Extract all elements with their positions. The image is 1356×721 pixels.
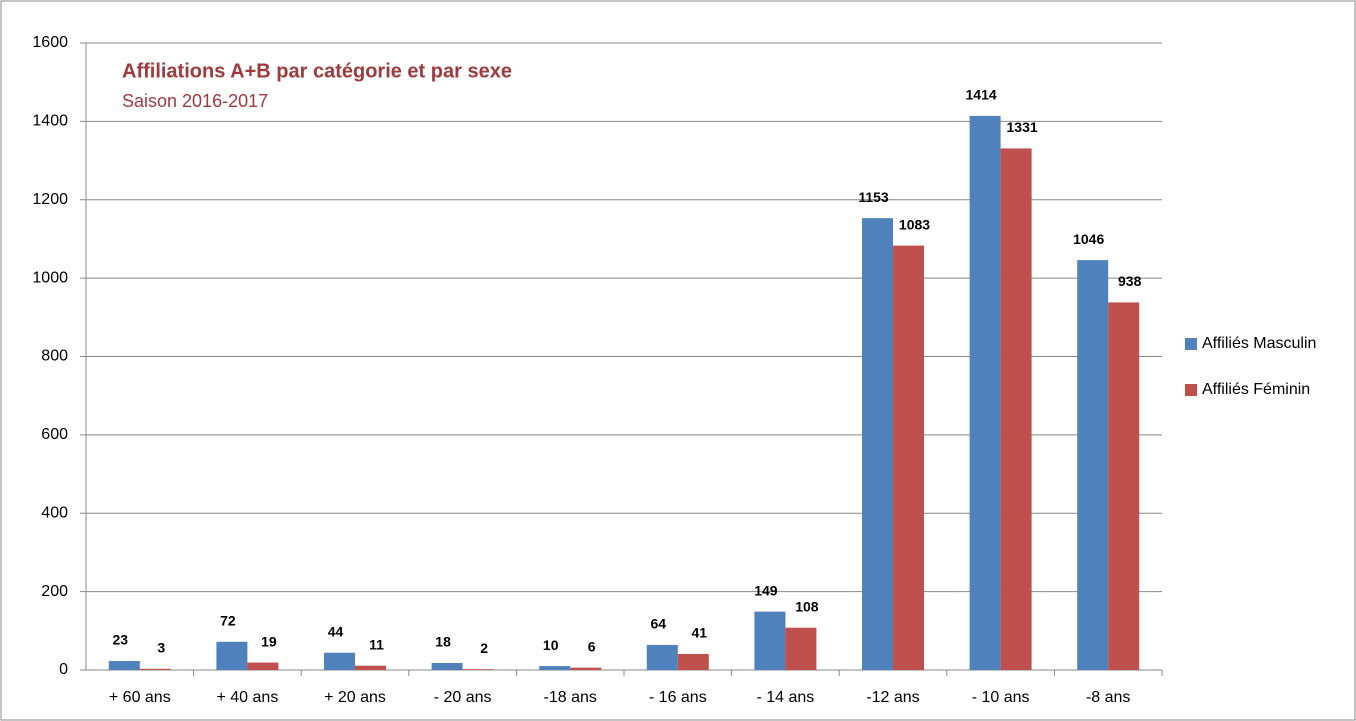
x-tick-label: -12 ans [866, 689, 919, 706]
x-tick-label: + 60 ans [109, 689, 171, 706]
legend-label: Affiliés Masculin [1202, 335, 1316, 352]
bar [462, 669, 494, 670]
bar [539, 666, 571, 670]
bar [677, 653, 709, 670]
value-label: 1083 [899, 216, 930, 232]
y-tick-label: 0 [59, 661, 68, 678]
bar [893, 245, 924, 671]
x-tick-label: -18 ans [544, 689, 597, 706]
bar [216, 641, 248, 670]
y-tick-label: 600 [41, 426, 68, 443]
legend-swatch [1185, 338, 1197, 350]
chart-subtitle: Saison 2016-2017 [122, 91, 268, 111]
value-label: 938 [1118, 273, 1142, 289]
bar [969, 115, 1001, 671]
bar [1108, 302, 1140, 670]
value-label: 1046 [1073, 231, 1104, 247]
x-tick-label: + 20 ans [324, 689, 386, 706]
value-label: 1331 [1007, 119, 1038, 135]
bar [570, 667, 602, 670]
bar [1000, 148, 1032, 670]
y-tick-label: 400 [41, 504, 68, 521]
value-label: 19 [261, 633, 277, 649]
value-label: 72 [220, 612, 236, 628]
legend-swatch [1185, 384, 1197, 396]
value-label: 18 [435, 634, 451, 650]
value-label: 11 [369, 636, 384, 652]
bar [355, 665, 386, 670]
y-tick-label: 800 [41, 348, 68, 365]
value-label: 108 [795, 598, 819, 614]
bar [139, 668, 171, 670]
y-tick-label: 200 [41, 583, 68, 600]
chart-title: Affiliations A+B par catégorie et par se… [122, 60, 512, 82]
bar [862, 218, 893, 670]
value-label: 1414 [966, 87, 997, 103]
value-label: 6 [588, 638, 596, 654]
value-label: 10 [543, 637, 559, 653]
value-label: 2 [480, 640, 488, 656]
x-tick-label: - 10 ans [972, 689, 1030, 706]
bar [1077, 260, 1109, 670]
y-tick-label: 1000 [32, 269, 68, 286]
bar [754, 611, 786, 670]
x-tick-label: -8 ans [1086, 689, 1130, 706]
x-tick-label: + 40 ans [216, 689, 278, 706]
value-label: 23 [113, 632, 129, 648]
bar [324, 652, 355, 670]
value-label: 149 [754, 582, 778, 598]
bar [431, 662, 463, 670]
value-label: 1153 [858, 189, 889, 205]
legend-label: Affiliés Féminin [1202, 381, 1310, 398]
value-label: 44 [328, 623, 344, 639]
x-tick-label: - 14 ans [756, 689, 814, 706]
x-tick-label: - 16 ans [649, 689, 707, 706]
bar [646, 644, 678, 670]
value-label: 64 [651, 616, 667, 632]
bar [108, 660, 140, 670]
x-tick-label: - 20 ans [434, 689, 492, 706]
value-label: 3 [157, 640, 165, 656]
value-label: 41 [692, 625, 708, 641]
bar [785, 627, 817, 670]
y-tick-label: 1600 [32, 34, 68, 51]
y-tick-label: 1400 [32, 113, 68, 130]
y-tick-label: 1200 [32, 191, 68, 208]
bar [247, 662, 279, 670]
